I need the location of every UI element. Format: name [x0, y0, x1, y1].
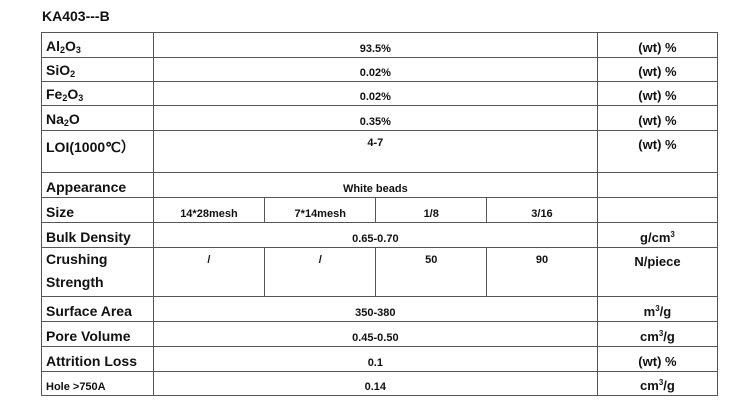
- row-loi: LOI(1000℃） 4-7 (wt) %: [41, 130, 719, 173]
- unit-part: g/cm: [640, 230, 671, 245]
- unit-part: /g: [659, 304, 672, 319]
- value-attrition-loss: 0.1: [152, 346, 598, 372]
- label-hole: Hole >750A: [41, 371, 154, 396]
- unit-crushing-strength: N/piece: [596, 247, 719, 297]
- value-sio2: 0.02%: [152, 57, 598, 82]
- unit-part: cm: [640, 329, 659, 344]
- row-attrition-loss: Attrition Loss 0.1 (wt) %: [41, 346, 719, 372]
- unit-part: m: [643, 304, 656, 319]
- label-size: Size: [41, 197, 154, 223]
- unit-size: [596, 197, 719, 223]
- unit-hole: cm3/g: [596, 371, 719, 396]
- row-hole: Hole >750A 0.14 cm3/g: [41, 371, 719, 396]
- size-value: 3/16: [486, 197, 598, 223]
- row-surface-area: Surface Area 350-380 m3/g: [41, 296, 719, 322]
- label-part: Na: [46, 111, 64, 127]
- unit-sup: 3: [658, 378, 664, 387]
- spec-table: Al2O3 93.5% (wt) % SiO2 0.02% (wt) % Fe2…: [41, 32, 719, 396]
- unit-appearance: [596, 172, 719, 198]
- label-na2o: Na2O: [41, 105, 154, 131]
- size-value: 14*28mesh: [152, 197, 266, 223]
- row-appearance: Appearance White beads: [41, 172, 719, 198]
- row-size: Size 14*28mesh 7*14mesh 1/8 3/16: [41, 197, 719, 223]
- label-surface-area: Surface Area: [41, 296, 154, 322]
- unit-sio2: (wt) %: [596, 57, 719, 82]
- label-part: Al: [46, 38, 60, 54]
- value-appearance: White beads: [152, 172, 598, 198]
- row-crushing-strength: Crushing Strength / / 50 90 N/piece: [41, 247, 719, 297]
- row-pore-volume: Pore Volume 0.45-0.50 cm3/g: [41, 321, 719, 347]
- unit-na2o: (wt) %: [596, 105, 719, 131]
- row-fe2o3: Fe2O3 0.02% (wt) %: [41, 81, 719, 106]
- size-value: 1/8: [375, 197, 488, 223]
- unit-sup: 3: [670, 230, 675, 239]
- product-title: KA403---B: [42, 8, 110, 24]
- crushing-value: /: [152, 247, 266, 297]
- crushing-value: /: [264, 247, 377, 297]
- label-part: O: [68, 111, 80, 127]
- label-attrition-loss: Attrition Loss: [41, 346, 154, 372]
- label-sub: 2: [70, 69, 76, 79]
- value-pore-volume: 0.45-0.50: [152, 321, 598, 347]
- size-value: 7*14mesh: [264, 197, 377, 223]
- label-sio2: SiO2: [41, 57, 154, 82]
- row-bulk-density: Bulk Density 0.65-0.70 g/cm3: [41, 222, 719, 248]
- label-sub: 2: [63, 118, 69, 128]
- unit-loi: (wt) %: [596, 130, 719, 173]
- row-sio2: SiO2 0.02% (wt) %: [41, 57, 719, 82]
- value-al2o3: 93.5%: [152, 32, 598, 58]
- label-fe2o3: Fe2O3: [41, 81, 154, 106]
- value-surface-area: 350-380: [152, 296, 598, 322]
- label-line: Strength: [46, 274, 104, 290]
- unit-part: /g: [663, 329, 675, 344]
- value-fe2o3: 0.02%: [152, 81, 598, 106]
- unit-al2o3: (wt) %: [596, 32, 719, 58]
- label-sub: 3: [75, 45, 81, 55]
- label-part: Fe: [46, 86, 63, 102]
- value-na2o: 0.35%: [152, 105, 598, 131]
- label-part: SiO: [46, 62, 71, 78]
- label-bulk-density: Bulk Density: [41, 222, 154, 248]
- unit-pore-volume: cm3/g: [596, 321, 719, 347]
- unit-sup: 3: [658, 329, 664, 338]
- label-crushing-strength: Crushing Strength: [41, 247, 154, 297]
- unit-part: cm: [640, 378, 659, 393]
- label-sub: 3: [78, 93, 84, 103]
- label-part: O: [67, 86, 79, 102]
- label-sub: 2: [60, 45, 66, 55]
- value-hole: 0.14: [152, 371, 598, 396]
- label-line: Crushing: [46, 251, 108, 267]
- unit-surface-area: m3/g: [596, 296, 719, 322]
- value-bulk-density: 0.65-0.70: [152, 222, 598, 248]
- row-na2o: Na2O 0.35% (wt) %: [41, 105, 719, 131]
- crushing-value: 90: [486, 247, 598, 297]
- label-loi: LOI(1000℃）: [41, 130, 154, 173]
- row-al2o3: Al2O3 93.5% (wt) %: [41, 32, 719, 58]
- unit-attrition-loss: (wt) %: [596, 346, 719, 372]
- unit-part: /g: [663, 378, 675, 393]
- label-appearance: Appearance: [41, 172, 154, 198]
- value-loi: 4-7: [152, 130, 598, 173]
- label-sub: 2: [62, 93, 68, 103]
- label-al2o3: Al2O3: [41, 32, 154, 58]
- unit-bulk-density: g/cm3: [596, 222, 719, 248]
- label-part: O: [65, 38, 76, 54]
- unit-sup: 3: [655, 304, 660, 313]
- label-pore-volume: Pore Volume: [41, 321, 154, 347]
- crushing-value: 50: [375, 247, 488, 297]
- unit-fe2o3: (wt) %: [596, 81, 719, 106]
